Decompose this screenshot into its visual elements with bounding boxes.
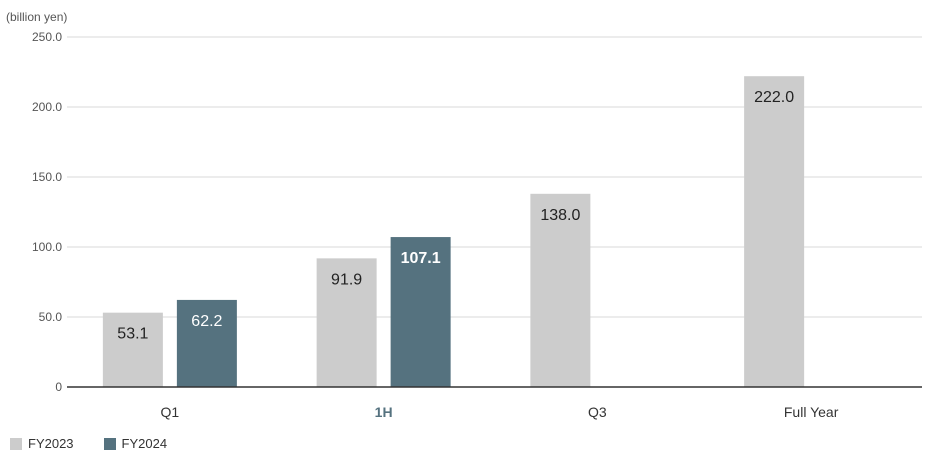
value-label: 62.2 [191,313,222,330]
y-axis-ticks: 0 50.0 100.0 150.0 200.0 250.0 [32,30,62,394]
value-label: 53.1 [117,326,148,343]
legend-item-fy2023: FY2023 [10,436,74,451]
y-tick-label: 0 [55,380,62,394]
bar-fy2023-full-year [744,76,805,387]
bar-fy2023-q1 [102,312,163,387]
legend-swatch-fy2024 [103,437,116,450]
category-labels: Q1 1H Q3 Full Year [161,404,839,420]
bar-fy2023-q3 [530,193,591,387]
legend-label-fy2024: FY2024 [121,436,168,451]
value-label: 138.0 [540,207,580,224]
bar-fy2024-1h [390,237,451,387]
y-tick-label: 150.0 [32,170,62,184]
category-label: Q1 [161,404,180,420]
legend-label-fy2023: FY2023 [28,436,74,451]
y-tick-label: 250.0 [32,30,62,44]
value-label: 91.9 [331,271,362,288]
category-label: 1H [375,404,393,420]
legend-item-fy2024: FY2024 [103,436,168,451]
category-label: Full Year [784,404,839,420]
value-label: 107.1 [401,250,441,267]
bars [102,76,805,387]
value-labels: 53.1 62.2 91.9 107.1 138.0 222.0 [117,89,794,342]
legend: FY2023 FY2024 [10,436,167,451]
bar-fy2023-1h [316,258,377,387]
bar-fy2024-q1 [176,299,237,387]
y-tick-label: 50.0 [39,310,63,324]
legend-swatch-fy2023 [10,437,22,450]
unit-label: (billion yen) [6,10,67,24]
y-tick-label: 200.0 [32,100,62,114]
category-label: Q3 [588,404,607,420]
y-tick-label: 100.0 [32,240,62,254]
value-label: 222.0 [754,89,794,106]
